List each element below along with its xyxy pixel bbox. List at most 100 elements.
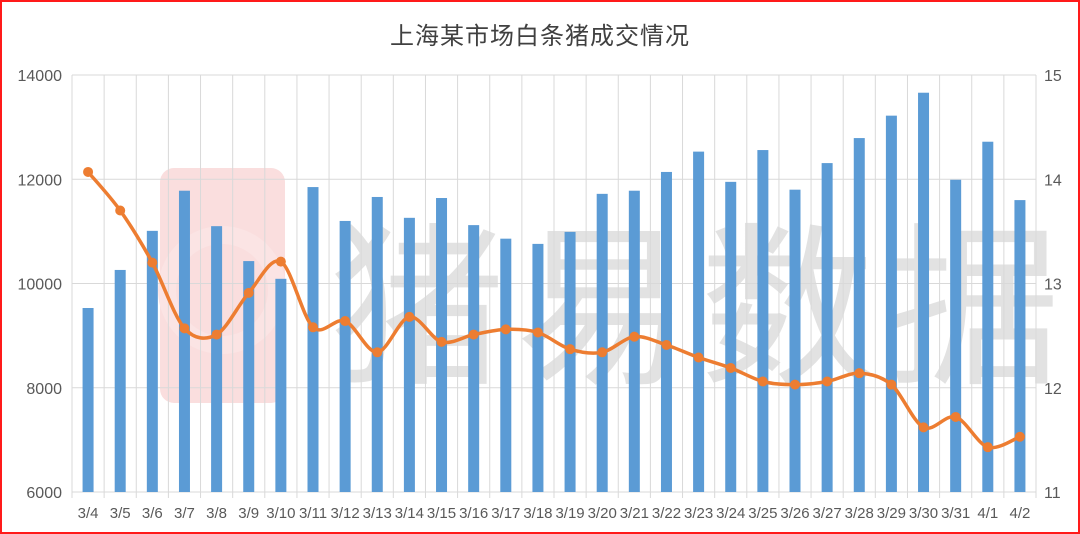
bar bbox=[468, 225, 480, 492]
y-axis-left: 6000 8000 10000 12000 14000 bbox=[18, 68, 63, 502]
line-marker bbox=[532, 327, 543, 338]
x-tick-label: 3/5 bbox=[110, 505, 131, 522]
y-tick-label-right: 12 bbox=[1044, 381, 1062, 398]
bar bbox=[1014, 200, 1026, 492]
line-marker bbox=[275, 256, 286, 267]
line-marker bbox=[597, 347, 608, 358]
x-tick-label: 3/21 bbox=[620, 505, 649, 522]
line-marker bbox=[243, 287, 254, 298]
x-tick-label: 3/27 bbox=[813, 505, 842, 522]
bar bbox=[660, 171, 672, 492]
x-tick-label: 3/12 bbox=[331, 505, 360, 522]
bar bbox=[853, 138, 865, 493]
line-marker bbox=[179, 323, 190, 334]
line-marker bbox=[308, 322, 318, 333]
x-tick-label: 3/8 bbox=[206, 505, 227, 522]
line-marker bbox=[1014, 431, 1025, 442]
y-tick-label-right: 11 bbox=[1044, 485, 1061, 502]
bar bbox=[275, 278, 287, 492]
bar bbox=[211, 226, 223, 492]
bar bbox=[339, 220, 351, 492]
bar bbox=[757, 150, 769, 492]
bar bbox=[371, 196, 383, 492]
x-tick-label: 3/11 bbox=[299, 505, 327, 522]
line-marker bbox=[982, 442, 993, 453]
gridlines bbox=[71, 74, 1037, 498]
x-tick-label: 3/9 bbox=[238, 505, 259, 522]
line-marker bbox=[340, 316, 351, 327]
line-marker bbox=[693, 352, 704, 363]
line-marker bbox=[211, 329, 222, 340]
line-marker bbox=[661, 340, 672, 351]
bar bbox=[82, 307, 94, 492]
line-marker bbox=[950, 411, 961, 422]
bar bbox=[885, 115, 897, 492]
y-tick-label-right: 13 bbox=[1044, 277, 1062, 294]
bar bbox=[918, 92, 930, 492]
line-marker bbox=[565, 344, 576, 355]
line-series bbox=[83, 166, 1025, 453]
x-tick-label: 4/1 bbox=[977, 505, 998, 522]
y-axis-right: 11 12 13 14 15 bbox=[1044, 68, 1062, 502]
x-tick-label: 3/19 bbox=[555, 505, 584, 522]
bar bbox=[114, 269, 126, 492]
line-marker bbox=[757, 376, 768, 387]
x-tick-label: 3/6 bbox=[142, 505, 163, 522]
y-tick-label-left: 10000 bbox=[18, 277, 63, 294]
x-tick-label: 3/7 bbox=[174, 505, 195, 522]
line-marker bbox=[372, 347, 383, 358]
bar-series bbox=[82, 92, 1026, 493]
bar bbox=[500, 238, 512, 492]
x-tick-label: 3/20 bbox=[588, 505, 617, 522]
x-tick-label: 3/16 bbox=[459, 505, 488, 522]
x-tick-label: 3/17 bbox=[491, 505, 520, 522]
line-marker bbox=[500, 324, 511, 335]
bar bbox=[146, 230, 158, 492]
x-tick-label: 3/22 bbox=[652, 505, 681, 522]
line-marker bbox=[886, 379, 897, 390]
bar bbox=[596, 193, 608, 492]
watermark-logo bbox=[160, 168, 285, 403]
x-tick-label: 3/15 bbox=[427, 505, 456, 522]
x-tick-label: 3/4 bbox=[78, 505, 99, 522]
x-tick-label: 3/24 bbox=[716, 505, 745, 522]
bar bbox=[532, 243, 544, 492]
bar bbox=[243, 261, 255, 492]
line-marker bbox=[725, 362, 736, 373]
line-marker bbox=[854, 368, 865, 379]
x-tick-label: 4/2 bbox=[1010, 505, 1031, 522]
bar bbox=[725, 181, 737, 492]
line-marker bbox=[918, 422, 929, 433]
line-marker bbox=[629, 331, 640, 342]
bar bbox=[950, 179, 962, 493]
line-marker bbox=[115, 205, 126, 216]
bar bbox=[693, 151, 705, 492]
y-tick-label-left: 8000 bbox=[26, 381, 62, 398]
bar bbox=[821, 163, 833, 492]
y-tick-label-right: 14 bbox=[1044, 172, 1062, 189]
x-axis: 3/4 3/5 3/6 3/7 3/8 3/9 3/10 3/11 3/12 3/13 3/14 3/… bbox=[78, 505, 1031, 522]
y-tick-label-right: 15 bbox=[1044, 68, 1062, 85]
bar bbox=[982, 141, 994, 492]
bar bbox=[307, 187, 319, 492]
bar bbox=[178, 190, 190, 492]
line-marker bbox=[468, 329, 479, 340]
line-marker bbox=[790, 379, 800, 390]
y-tick-label-left: 6000 bbox=[26, 485, 62, 502]
x-tick-label: 3/31 bbox=[941, 505, 970, 522]
y-tick-label-left: 14000 bbox=[18, 68, 63, 85]
y-tick-label-left: 12000 bbox=[18, 172, 63, 189]
bar bbox=[564, 231, 576, 493]
line-marker bbox=[83, 166, 94, 177]
x-tick-label: 3/13 bbox=[363, 505, 392, 522]
chart-title: 上海某市场白条猪成交情况 bbox=[390, 22, 690, 50]
x-tick-label: 3/18 bbox=[523, 505, 552, 522]
line-marker bbox=[147, 257, 158, 268]
x-tick-label: 3/10 bbox=[266, 505, 295, 522]
x-tick-label: 3/26 bbox=[780, 505, 809, 522]
line-marker bbox=[822, 376, 833, 387]
bar bbox=[789, 189, 801, 493]
x-tick-label: 3/28 bbox=[845, 505, 874, 522]
x-tick-label: 3/29 bbox=[877, 505, 906, 522]
